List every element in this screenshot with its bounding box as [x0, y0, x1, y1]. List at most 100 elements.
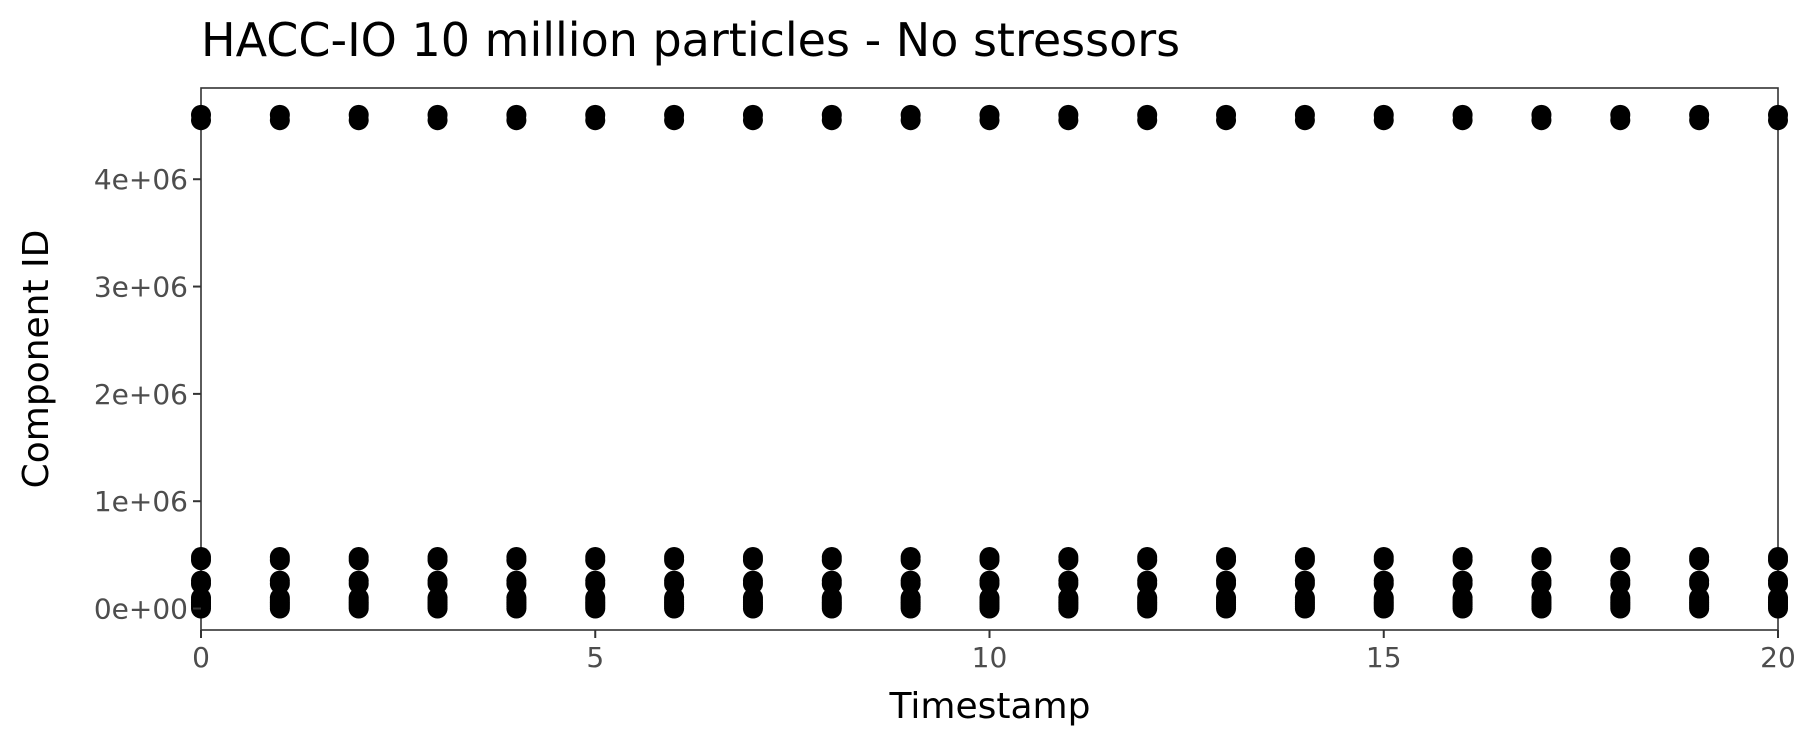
y-tick-label: 4e+06	[94, 163, 188, 196]
data-point	[1610, 104, 1631, 125]
data-point	[1689, 587, 1710, 608]
data-point	[506, 570, 527, 591]
data-point	[979, 547, 1000, 568]
data-point	[585, 570, 606, 591]
data-point	[1768, 587, 1788, 608]
data-point	[1058, 587, 1079, 608]
y-axis-title: Component ID	[16, 230, 57, 489]
data-point	[1689, 547, 1710, 568]
data-point	[191, 587, 211, 608]
data-point	[269, 587, 290, 608]
y-axis: 0e+00 1e+06 2e+06 3e+06 4e+06	[94, 163, 201, 626]
data-point	[1294, 587, 1315, 608]
data-point	[1058, 104, 1079, 125]
plot-panel	[200, 87, 1779, 631]
data-point	[821, 547, 842, 568]
data-point	[1768, 570, 1788, 591]
data-point	[742, 587, 763, 608]
data-point	[269, 104, 290, 125]
data-point	[1610, 587, 1631, 608]
data-point	[1294, 547, 1315, 568]
data-point	[427, 547, 448, 568]
data-point	[821, 104, 842, 125]
y-tick-label: 1e+06	[94, 485, 188, 518]
data-point	[1373, 104, 1394, 125]
data-point	[585, 547, 606, 568]
x-tick-label: 5	[586, 641, 604, 674]
data-point	[1531, 547, 1552, 568]
data-point	[506, 104, 527, 125]
data-point	[506, 587, 527, 608]
data-point	[427, 104, 448, 125]
y-tick-label: 2e+06	[94, 378, 188, 411]
x-tick-label: 15	[1366, 641, 1402, 674]
data-point	[1373, 570, 1394, 591]
data-point	[821, 587, 842, 608]
data-point	[742, 570, 763, 591]
data-point	[348, 587, 369, 608]
y-tick-label: 3e+06	[94, 271, 188, 304]
data-point	[1137, 587, 1158, 608]
data-point	[1531, 570, 1552, 591]
data-points	[191, 104, 1788, 619]
data-point	[742, 104, 763, 125]
data-point	[269, 547, 290, 568]
data-point	[348, 570, 369, 591]
data-point	[1452, 547, 1473, 568]
data-point	[1058, 547, 1079, 568]
data-point	[191, 570, 211, 591]
chart-title: HACC-IO 10 million particles - No stress…	[201, 13, 1180, 67]
data-point	[1137, 547, 1158, 568]
data-point	[900, 547, 921, 568]
data-point	[1452, 104, 1473, 125]
x-axis: 0 5 10 15 20	[192, 630, 1796, 674]
data-point	[427, 570, 448, 591]
data-point	[191, 104, 211, 125]
x-tick-label: 20	[1760, 641, 1796, 674]
data-point	[1452, 587, 1473, 608]
data-point	[900, 570, 921, 591]
data-point	[1373, 587, 1394, 608]
data-point	[1531, 104, 1552, 125]
x-tick-label: 10	[972, 641, 1008, 674]
data-point	[742, 547, 763, 568]
data-point	[664, 104, 685, 125]
data-point	[1610, 547, 1631, 568]
data-point	[1689, 104, 1710, 125]
data-point	[664, 547, 685, 568]
x-tick-label: 0	[192, 641, 210, 674]
data-point	[1137, 104, 1158, 125]
data-point	[1373, 547, 1394, 568]
data-point	[1216, 547, 1237, 568]
data-point	[1768, 547, 1788, 568]
data-point	[664, 587, 685, 608]
data-point	[979, 570, 1000, 591]
data-point	[979, 587, 1000, 608]
data-point	[1216, 587, 1237, 608]
data-point	[1058, 570, 1079, 591]
data-point	[348, 547, 369, 568]
data-point	[191, 547, 211, 568]
data-point	[427, 587, 448, 608]
data-point	[269, 570, 290, 591]
y-tick-label: 0e+00	[94, 593, 188, 626]
data-point	[900, 104, 921, 125]
x-axis-title: Timestamp	[889, 686, 1091, 727]
data-point	[348, 104, 369, 125]
data-point	[1452, 570, 1473, 591]
data-point	[1294, 570, 1315, 591]
data-point	[1689, 570, 1710, 591]
data-point	[585, 587, 606, 608]
data-point	[1768, 104, 1788, 125]
data-point	[900, 587, 921, 608]
data-point	[664, 570, 685, 591]
data-point	[1610, 570, 1631, 591]
data-point	[1137, 570, 1158, 591]
data-point	[821, 570, 842, 591]
data-point	[1294, 104, 1315, 125]
data-point	[1216, 570, 1237, 591]
data-point	[506, 547, 527, 568]
data-point	[585, 104, 606, 125]
data-point	[979, 104, 1000, 125]
